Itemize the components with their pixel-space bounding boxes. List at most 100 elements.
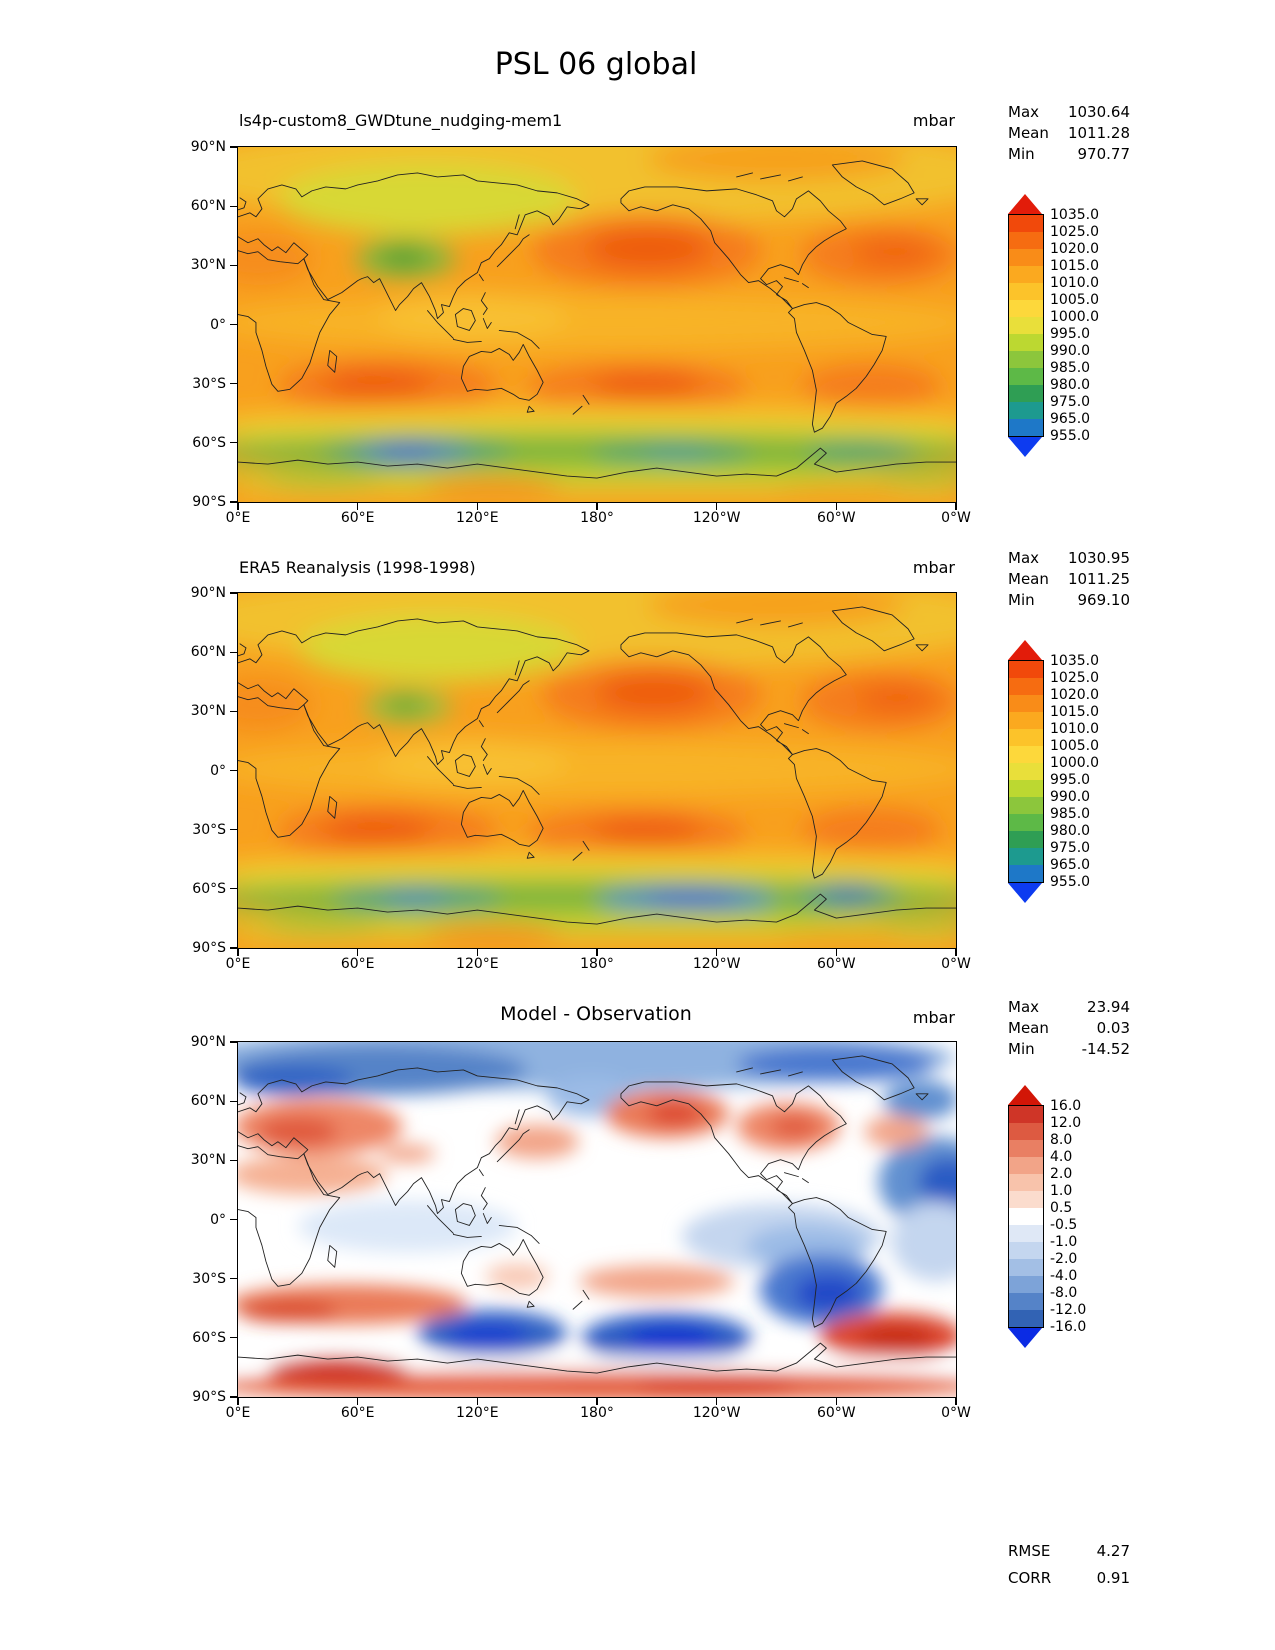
colorbar-tick-labels: 16.0 12.0 8.0 4.0 2.0 1.0 0.5 -0.5 -1.0 -2.0 -4.0-… (1050, 1085, 1120, 1348)
panel3-map: 90°N 60°N 30°N 0° 30°S 60°S 90°S 0°E 60°E 120°E 18… (191, 1034, 971, 1421)
y-axis-tick (230, 651, 237, 653)
y-axis-tick-label: 30°N (190, 257, 226, 274)
x-axis-tick-label: 60°W (816, 510, 856, 526)
stat-row: Mean 1011.28 (1008, 123, 1130, 144)
colorbar-segment (1009, 266, 1043, 283)
stat-row: RMSE 4.27 (1008, 1538, 1130, 1565)
stat-row: Min 969.10 (1008, 590, 1130, 611)
colorbar-segment (1009, 780, 1043, 797)
panel3-title: Model - Observation (500, 1003, 692, 1025)
y-axis-tick (230, 710, 237, 712)
colorbar-tick-label: 1010.0 (1050, 721, 1099, 737)
colorbar-segment (1009, 763, 1043, 780)
colorbar-tick-label: -0.5 (1050, 1217, 1078, 1233)
colorbar-segment (1009, 317, 1043, 334)
y-axis-tick-label: 0° (210, 1211, 226, 1228)
y-axis-tick (230, 1278, 237, 1280)
stat-row: Min -14.52 (1008, 1039, 1130, 1060)
colorbar-segment (1009, 300, 1043, 317)
stat-value: 1011.28 (1067, 124, 1130, 142)
colorbar-segment (1009, 1174, 1043, 1191)
stat-label: Mean (1008, 570, 1049, 588)
colorbar-segment (1009, 368, 1043, 385)
panel1-colorbar: 1035.0 1025.0 1020.0 1015.0 1010.0 1005.0 1000… (1008, 194, 1099, 457)
panel2-title: ERA5 Reanalysis (1998-1998) (239, 558, 476, 577)
y-axis-tick-label: 90°N (190, 585, 226, 601)
colorbar-segment (1009, 1242, 1043, 1259)
panel3-rmse-corr: RMSE 4.27 CORR 0.91 (1008, 1538, 1130, 1592)
y-axis-tick (230, 323, 237, 326)
colorbar-tick-label: -8.0 (1050, 1285, 1078, 1301)
stat-label: Mean (1008, 1019, 1049, 1037)
colorbar-tick-label: 1015.0 (1050, 258, 1099, 274)
panel1-title: ls4p-custom8_GWDtune_nudging-mem1 (239, 111, 563, 130)
panel1-stats: Max 1030.64 Mean 1011.28 Min 970.77 (1008, 102, 1130, 165)
colorbar-segment (1009, 1293, 1043, 1310)
colorbar-segment (1009, 1276, 1043, 1293)
y-axis-tick (230, 1100, 237, 1102)
y-axis-tick (230, 888, 237, 890)
x-axis-tick (835, 503, 837, 510)
colorbar-tick-label: 1025.0 (1050, 670, 1099, 686)
colorbar-tick-label: 2.0 (1050, 1166, 1073, 1182)
colorbar-segment (1009, 797, 1043, 814)
x-axis-tick (835, 1398, 837, 1405)
model-contour-map (238, 147, 956, 502)
colorbar-segment (1009, 419, 1043, 436)
x-axis-tick (596, 503, 598, 510)
colorbar-tick-label: 1010.0 (1050, 275, 1099, 291)
colorbar-segment (1009, 729, 1043, 746)
colorbar-arrow-bottom (1008, 1328, 1042, 1348)
colorbar-segment (1009, 814, 1043, 831)
x-axis-tick (835, 949, 837, 956)
difference-contour-map (238, 1042, 956, 1397)
stat-value: 969.10 (1077, 591, 1131, 609)
stat-value: -14.52 (1081, 1040, 1130, 1058)
colorbar-body (1008, 660, 1044, 883)
stat-label: Mean (1008, 124, 1049, 142)
colorbar-body (1008, 1105, 1044, 1328)
colorbar-tick-label: 4.0 (1050, 1149, 1073, 1165)
colorbar-tick-label: 1020.0 (1050, 241, 1099, 257)
stat-row: Max 1030.64 (1008, 102, 1130, 123)
stat-label: RMSE (1008, 1542, 1051, 1560)
panel3-stats: Max 23.94 Mean 0.03 Min -14.52 (1008, 997, 1130, 1060)
y-axis-tick-label: 30°S (192, 375, 226, 392)
x-axis-tick (476, 949, 478, 956)
y-axis-tick-label: 30°N (190, 703, 226, 720)
stat-value: 1030.95 (1067, 549, 1130, 567)
stat-row: Mean 1011.25 (1008, 569, 1130, 590)
x-axis-tick (357, 949, 359, 956)
y-axis-tick-label: 90°N (190, 139, 226, 155)
y-axis-tick (230, 205, 237, 207)
colorbar-segment (1009, 1106, 1043, 1123)
x-axis-tick (716, 503, 718, 510)
stat-row: Max 1030.95 (1008, 548, 1130, 569)
colorbar-tick-label: 955.0 (1050, 874, 1091, 890)
stat-value: 1030.64 (1067, 103, 1130, 121)
colorbar-segment (1009, 1259, 1043, 1276)
colorbar-tick-label: 1005.0 (1050, 738, 1099, 754)
colorbar-segment (1009, 1157, 1043, 1174)
colorbar-tick-label: 1000.0 (1050, 755, 1099, 771)
colorbar-segment (1009, 678, 1043, 695)
x-axis-tick-label: 60°W (816, 956, 856, 972)
colorbar-tick-label: 980.0 (1050, 823, 1091, 839)
x-axis-tick (357, 503, 359, 510)
panel3-colorbar: 16.0 12.0 8.0 4.0 2.0 1.0 0.5 -0.5 -1.0 -2.0 -4.0-… (1008, 1085, 1086, 1348)
x-axis-tick (596, 1398, 598, 1405)
colorbar-tick-label: -1.0 (1050, 1234, 1078, 1250)
x-axis-tick-label: 120°W (692, 510, 741, 526)
x-axis-tick-label: 60°E (340, 510, 375, 526)
y-axis-tick (230, 592, 237, 594)
colorbar-tick-label: 1005.0 (1050, 292, 1099, 308)
colorbar-arrow-top (1008, 194, 1042, 214)
y-axis-tick-label: 60°S (192, 880, 226, 897)
y-axis-tick (230, 442, 237, 444)
x-axis-tick-label: 60°W (816, 1405, 856, 1421)
colorbar-tick-label: 980.0 (1050, 377, 1091, 393)
colorbar-tick-label: 985.0 (1050, 806, 1091, 822)
y-axis-tick-label: 90°N (190, 1034, 226, 1050)
colorbar-tick-label: 990.0 (1050, 343, 1091, 359)
x-axis-tick (955, 503, 957, 510)
